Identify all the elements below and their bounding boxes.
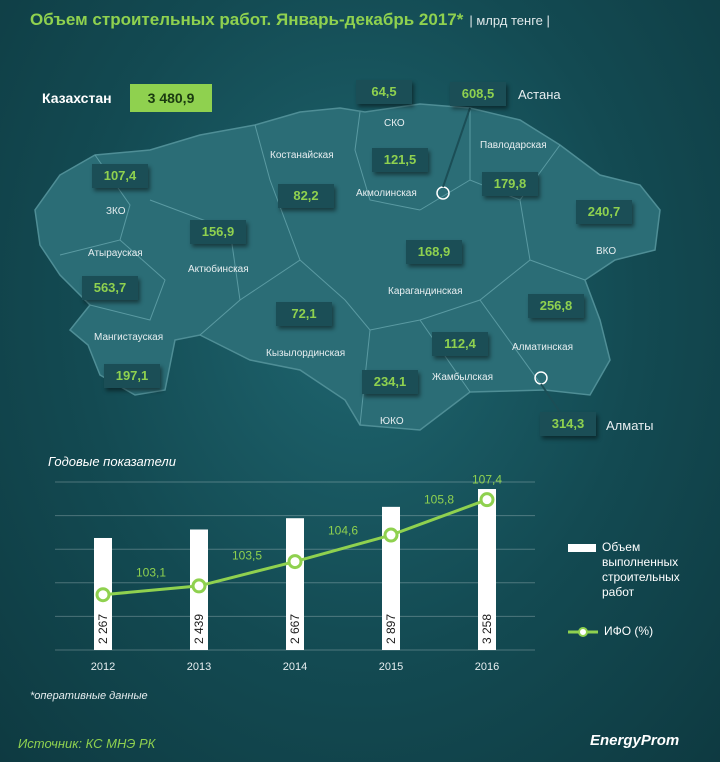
energyprom-logo: EnergyProm (590, 732, 680, 749)
region-zhambyl: Жамбылская (432, 372, 493, 383)
ifo-value-label: 105,8 (424, 492, 454, 506)
bar (382, 506, 400, 650)
x-tick-label: 2015 (379, 661, 403, 673)
unit-label: | млрд тенге | (469, 13, 550, 28)
x-tick-label: 2016 (475, 661, 499, 673)
value-kyzylorda: 72,1 (276, 302, 332, 326)
region-almaty-obl: Алматинская (512, 342, 573, 353)
annual-chart: 2 267 2012 2 439 2013 2 667 2014 2 897 2015 3 25… (55, 473, 535, 673)
region-kyzylorda: Кызылординская (266, 348, 346, 359)
value-pavlodar: 179,8 (482, 172, 538, 196)
legend-label-ifo: ИФО (%) (604, 624, 654, 638)
region-yuko: ЮКО (380, 416, 404, 427)
x-tick-label: 2012 (91, 661, 115, 673)
legend-label-volume: Объем выполненных строительных работ (602, 540, 680, 599)
ifo-point (287, 554, 303, 570)
value-astana: 608,5 (450, 82, 506, 106)
bar-value-label: 2 897 (384, 614, 398, 644)
ifo-value-label: 103,5 (232, 549, 262, 563)
value-karaganda: 168,9 (406, 240, 462, 264)
region-kostanay: Костанайская (270, 150, 334, 161)
region-mangystau: Мангистауская (94, 332, 164, 343)
ifo-value-label: 107,4 (472, 473, 502, 487)
legend-item-volume: Объем выполненных строительных работ (568, 540, 694, 600)
x-tick-label: 2014 (283, 661, 307, 673)
chart-legend: Объем выполненных строительных работ ИФО… (568, 540, 694, 639)
region-akmola: Акмолинская (356, 188, 417, 199)
region-zko: ЗКО (106, 206, 126, 217)
value-zhambyl: 112,4 (432, 332, 488, 356)
footnote: *оперативные данные (30, 690, 148, 702)
ifo-point (383, 527, 399, 543)
value-sko: 64,5 (356, 80, 412, 104)
value-aktobe: 156,9 (190, 220, 246, 244)
bar-value-label: 2 439 (192, 614, 206, 644)
bar (286, 518, 304, 650)
legend-swatch-line (568, 627, 598, 637)
ifo-value-label: 104,6 (328, 523, 358, 537)
x-tick-label: 2013 (187, 661, 211, 673)
bar-value-label: 2 667 (288, 614, 302, 644)
chart-title: Годовые показатели (48, 454, 176, 469)
city-astana: Астана (518, 87, 561, 102)
value-mangystau: 197,1 (104, 364, 160, 388)
value-vko: 240,7 (576, 200, 632, 224)
city-almaty: Алматы (606, 418, 654, 433)
country-total: 3 480,9 (130, 84, 212, 112)
region-sko: СКО (384, 118, 405, 129)
value-kostanay: 82,2 (278, 184, 334, 208)
value-zko: 107,4 (92, 164, 148, 188)
bar-value-label: 3 258 (480, 614, 494, 644)
bar-value-label: 2 267 (96, 614, 110, 644)
region-karaganda: Карагандинская (388, 286, 463, 297)
region-aktobe: Актюбинская (188, 264, 249, 275)
region-atyrau: Атырауская (88, 248, 143, 259)
ifo-value-label: 103,1 (136, 565, 166, 579)
page-title: Объем строительных работ. Январь-декабрь… (30, 10, 550, 29)
bar (478, 489, 496, 650)
ifo-point (479, 492, 495, 508)
value-almaty: 314,3 (540, 412, 596, 436)
ifo-point (95, 587, 111, 603)
region-pavlodar: Павлодарская (480, 140, 547, 151)
value-atyrau: 563,7 (82, 276, 138, 300)
country-label: Казахстан (42, 90, 112, 106)
value-yuko: 234,1 (362, 370, 418, 394)
value-almaty-obl: 256,8 (528, 294, 584, 318)
value-akmola: 121,5 (372, 148, 428, 172)
region-vko: ВКО (596, 246, 617, 257)
legend-swatch-bar (568, 544, 596, 552)
source-label: Источник: КС МНЭ РК (18, 736, 156, 751)
legend-item-ifo: ИФО (%) (568, 624, 694, 639)
ifo-point (191, 578, 207, 594)
